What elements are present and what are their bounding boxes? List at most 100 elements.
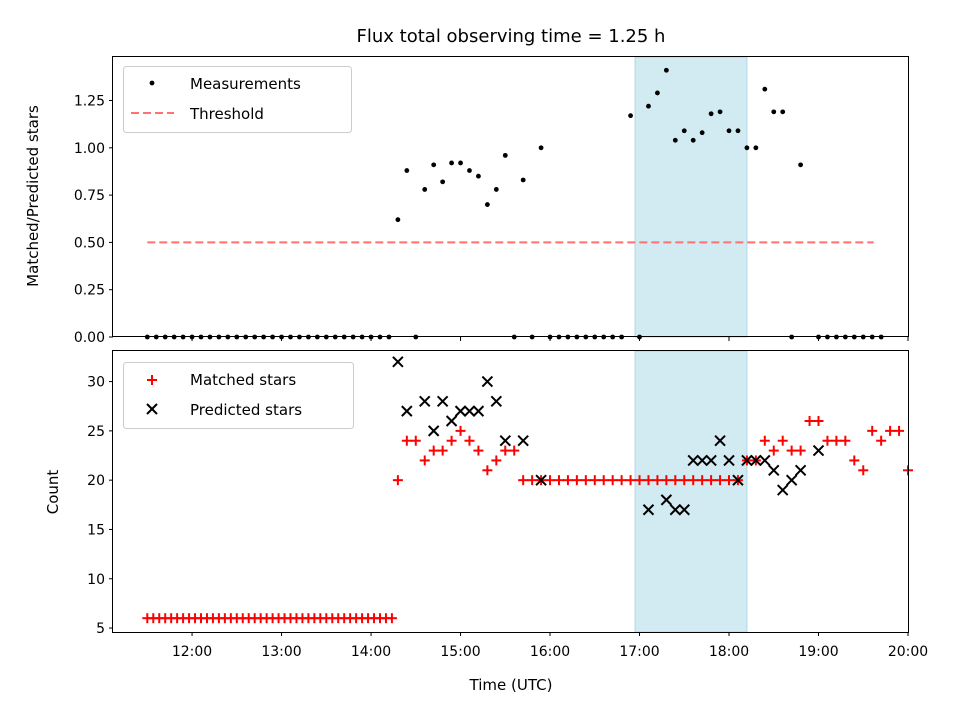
matched-star-point <box>831 435 842 446</box>
cross-stroke-b <box>642 504 655 516</box>
predicted-stars-series <box>392 356 825 516</box>
measurement-point <box>690 137 696 143</box>
matched-star-point <box>598 475 609 486</box>
matched-star-point <box>795 445 806 456</box>
cross-stroke-b <box>436 395 449 407</box>
predicted-star-point <box>687 454 699 467</box>
matched-star-point <box>634 475 645 486</box>
measurement-point <box>449 160 454 166</box>
matched-star-point <box>410 435 421 446</box>
measurement-point <box>395 217 401 223</box>
predicted-star-point <box>481 375 494 388</box>
top-y-tick-label: 0.75 <box>74 188 105 204</box>
cross-stroke-b <box>723 454 735 467</box>
cross-stroke-b <box>454 405 467 417</box>
matched-star-point <box>652 475 663 486</box>
top-y-tick-label: 0.50 <box>74 235 105 251</box>
top-axis-ticks: 0.00 0.25 0.50 0.75 1.00 1.25 <box>74 94 909 346</box>
cross-stroke-b <box>785 474 798 486</box>
matched-star-point <box>455 425 466 436</box>
predicted-star-point <box>723 454 735 467</box>
matched-star-point <box>715 475 726 486</box>
predicted-star-point <box>750 454 762 467</box>
predicted-star-point <box>714 435 726 447</box>
legend-predicted-label: Predicted stars <box>190 401 302 419</box>
cross-stroke-b <box>401 405 413 417</box>
measurement-point <box>717 109 723 115</box>
bottom-axis-ticks: 12:00 13:00 14:00 15:00 16:00 17:00 18:00 19:00… <box>87 375 928 660</box>
matched-star-point <box>813 416 824 427</box>
cross-stroke-b <box>392 356 404 368</box>
predicted-star-point <box>768 464 780 477</box>
cross-stroke-b <box>750 454 762 467</box>
top-y-tick-label: 0.25 <box>74 283 105 299</box>
measurement-point <box>726 128 732 134</box>
predicted-star-point <box>642 504 655 516</box>
measurement-point <box>798 162 804 168</box>
matched-star-point <box>527 475 538 486</box>
predicted-star-point <box>472 405 485 417</box>
predicted-star-point <box>401 405 413 417</box>
cross-stroke-b <box>146 403 158 415</box>
matched-star-point <box>419 455 430 466</box>
measurement-point <box>493 187 499 192</box>
chart-title: Flux total observing time = 1.25 h <box>357 26 666 47</box>
measurement-point <box>484 202 490 207</box>
predicted-star-point <box>517 435 529 447</box>
matched-star-point <box>706 475 717 486</box>
predicted-star-point <box>741 454 753 467</box>
cross-stroke-b <box>481 375 494 388</box>
matched-star-point <box>724 475 735 486</box>
matched-star-point <box>500 445 511 456</box>
matched-star-point <box>482 465 493 476</box>
bottom-legend: Matched stars Predicted stars <box>123 362 354 429</box>
matched-star-point <box>804 416 815 427</box>
x-tick-label: 12:00 <box>172 644 212 660</box>
predicted-star-point <box>696 454 708 467</box>
matched-star-point <box>428 445 439 456</box>
bottom-plot-frame <box>112 350 909 633</box>
measurement-point <box>771 109 777 115</box>
predicted-star-point <box>427 425 440 437</box>
predicted-star-point <box>454 405 467 417</box>
matched-star-point <box>562 475 573 486</box>
matched-star-point <box>777 435 788 446</box>
predicted-star-point <box>660 494 673 506</box>
measurement-point <box>458 160 463 166</box>
matched-star-point <box>822 435 833 446</box>
matched-star-point <box>885 425 896 436</box>
measurement-point <box>762 86 768 92</box>
matched-star-point <box>876 435 887 446</box>
cross-stroke-b <box>535 474 547 486</box>
matched-star-point <box>679 475 690 486</box>
matched-star-point <box>580 475 591 486</box>
matched-star-point <box>786 445 797 456</box>
x-tick-label: 16:00 <box>530 644 570 660</box>
matched-star-point <box>858 465 869 476</box>
predicted-star-point <box>732 474 744 486</box>
measurement-point <box>422 187 428 192</box>
measurement-point <box>655 90 660 96</box>
predicted-star-point <box>499 435 511 447</box>
measurement-point <box>628 113 633 119</box>
cross-stroke-b <box>732 474 744 486</box>
predicted-star-point <box>785 474 798 486</box>
matched-star-point <box>509 445 520 456</box>
x-axis-label: Time (UTC) <box>469 676 553 694</box>
count-panel: 12:00 13:00 14:00 15:00 16:00 17:00 18:00 19:00… <box>44 350 928 694</box>
x-tick-label: 14:00 <box>351 644 391 660</box>
matched-star-point <box>697 475 708 486</box>
matched-star-point <box>661 475 672 486</box>
matched-star-point <box>446 435 457 446</box>
predicted-star-point <box>463 405 476 417</box>
x-tick-label: 19:00 <box>798 644 838 660</box>
top-y-tick-label: 1.00 <box>74 141 105 157</box>
cross-stroke-b <box>463 405 476 417</box>
bottom-y-tick-label: 15 <box>87 522 105 538</box>
observing-window-span <box>634 56 748 338</box>
cross-stroke-b <box>472 405 485 417</box>
x-tick-label: 20:00 <box>888 644 928 660</box>
matched-star-point <box>518 475 529 486</box>
matched-star-point <box>491 455 502 466</box>
